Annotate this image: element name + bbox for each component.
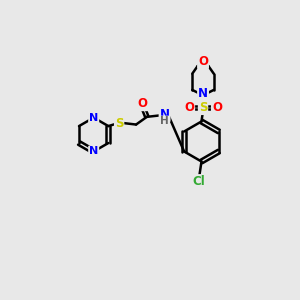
Text: O: O [212, 101, 222, 114]
Text: H: H [160, 116, 169, 127]
Text: O: O [198, 55, 208, 68]
Text: N: N [89, 112, 98, 123]
Text: S: S [115, 116, 123, 130]
Text: N: N [198, 87, 208, 100]
Text: N: N [89, 146, 98, 157]
Text: N: N [160, 108, 170, 121]
Text: Cl: Cl [193, 175, 206, 188]
Text: O: O [184, 101, 194, 114]
Text: O: O [137, 97, 147, 110]
Text: S: S [199, 101, 207, 114]
